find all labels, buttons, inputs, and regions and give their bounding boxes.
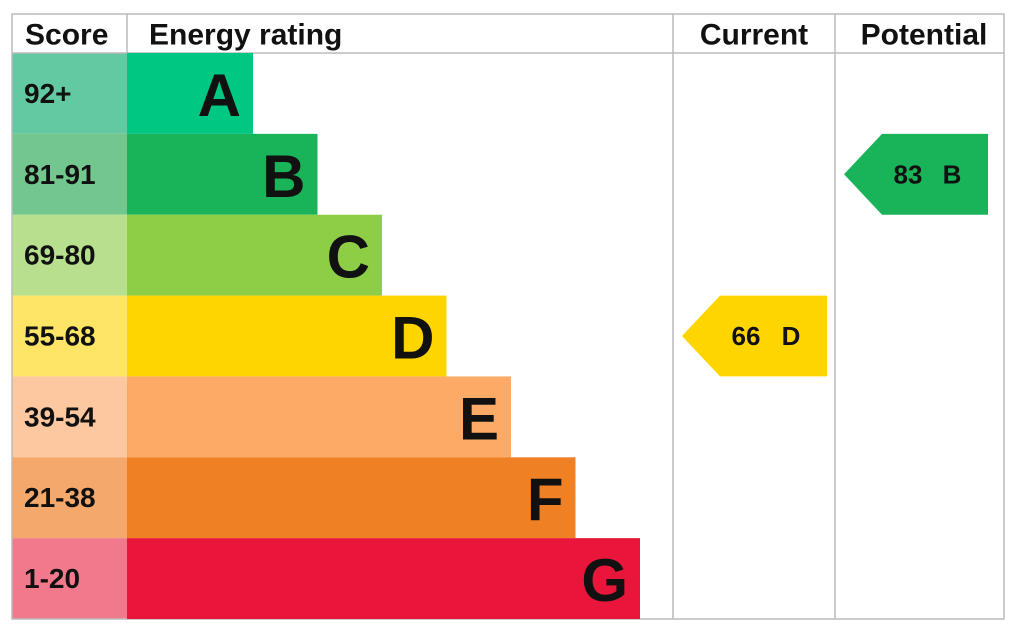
rating-bar (127, 214, 382, 296)
score-range: 21-38 (24, 482, 96, 513)
rating-letter: A (198, 62, 241, 129)
score-range: 55-68 (24, 321, 96, 352)
current-arrow (682, 295, 827, 377)
score-range: 69-80 (24, 240, 96, 271)
rating-letter: C (327, 224, 370, 291)
score-range: 81-91 (24, 159, 96, 190)
score-cell (12, 214, 127, 296)
score-cell (12, 53, 127, 134)
score-cell (12, 457, 127, 539)
score-cell (12, 376, 127, 458)
rating-letter: F (527, 466, 564, 533)
score-cell (12, 295, 127, 377)
score-cell (12, 538, 127, 619)
potential-arrow (844, 133, 988, 215)
rating-letter: G (581, 547, 628, 614)
score-range: 92+ (24, 78, 72, 109)
score-range: 1-20 (24, 563, 80, 594)
rating-bar (127, 457, 576, 539)
score-range: 39-54 (24, 401, 96, 432)
rating-bar (127, 295, 447, 377)
header-current: Current (700, 19, 808, 52)
header-potential: Potential (861, 19, 988, 52)
table-frame (11, 13, 1005, 620)
rating-bar (127, 53, 253, 134)
current-letter: D (782, 321, 801, 351)
rating-letter: D (391, 305, 434, 372)
current-score: 66 (732, 321, 761, 351)
header-score: Score (25, 19, 108, 52)
rating-bar (127, 538, 640, 619)
potential-letter: B (943, 159, 962, 189)
rating-bar (127, 376, 511, 458)
score-cell (12, 133, 127, 215)
rating-bar (127, 133, 318, 215)
potential-score: 83 (894, 159, 923, 189)
header-energy-rating: Energy rating (149, 19, 342, 52)
rating-letter: B (262, 143, 305, 210)
rating-letter: E (459, 385, 499, 452)
